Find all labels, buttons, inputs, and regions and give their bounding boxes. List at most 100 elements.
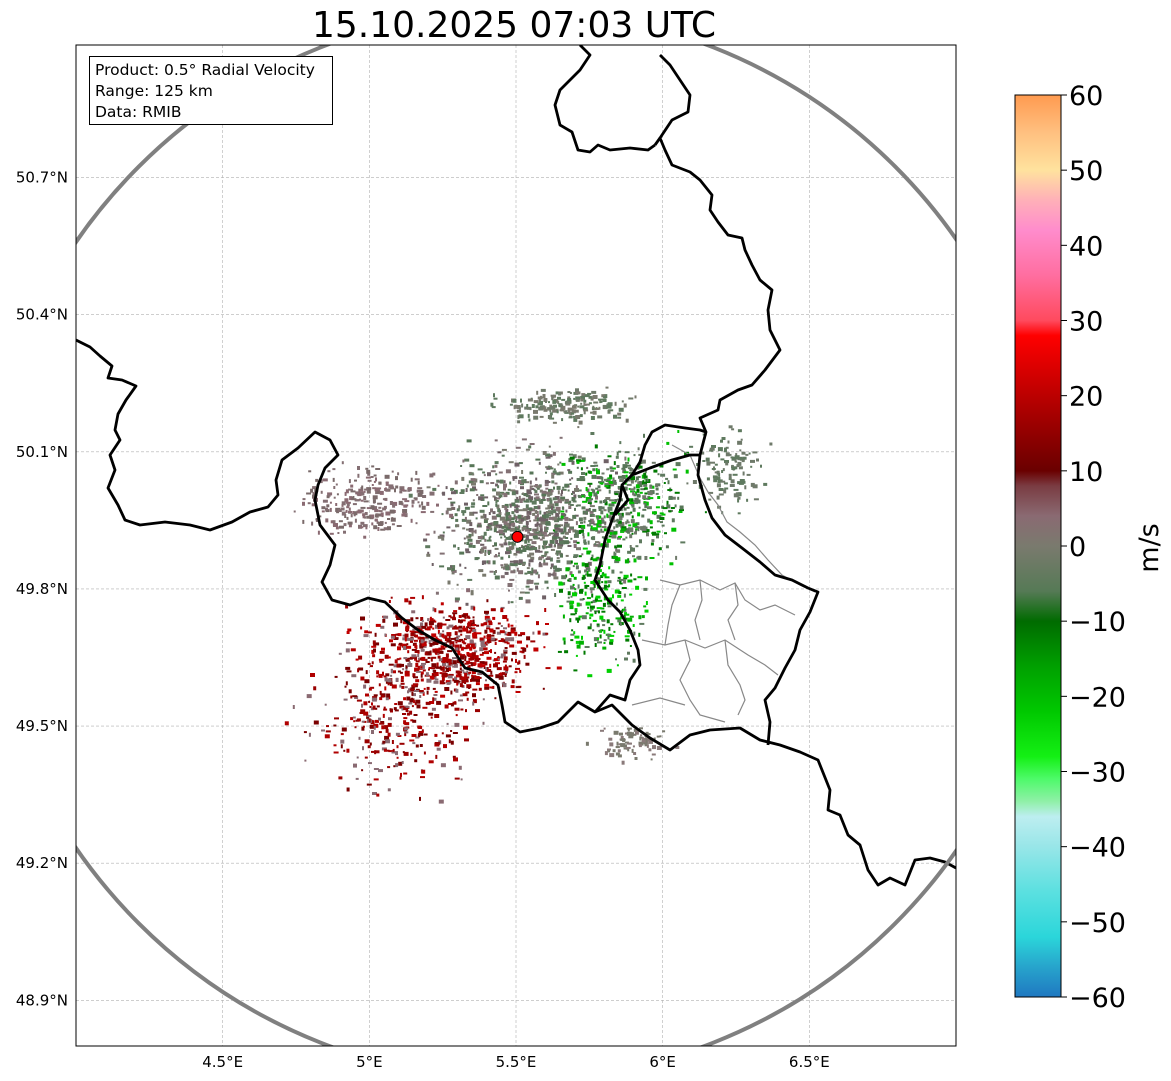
map-panel[interactable] — [0, 10, 1052, 1080]
echo-pixel — [497, 508, 501, 513]
echo-pixel — [603, 639, 607, 642]
echo-pixel — [642, 480, 645, 483]
echo-pixel — [614, 560, 620, 564]
echo-pixel — [360, 526, 364, 529]
echo-pixel — [575, 654, 578, 657]
echo-pixel — [494, 542, 497, 547]
echo-pixel — [517, 420, 521, 424]
echo-pixel — [375, 750, 380, 754]
echo-pixel — [469, 542, 473, 545]
echo-pixel — [601, 472, 605, 475]
echo-pixel — [581, 495, 585, 498]
echo-pixel — [519, 591, 525, 594]
echo-pixel — [598, 398, 603, 401]
echo-pixel — [426, 686, 430, 690]
echo-pixel — [588, 508, 591, 511]
echo-pixel — [637, 576, 643, 579]
radar-site-marker[interactable] — [511, 530, 524, 543]
echo-pixel — [384, 488, 387, 491]
echo-pixel — [643, 605, 647, 608]
echo-pixel — [432, 697, 435, 702]
echo-pixel — [568, 518, 571, 522]
echo-pixel — [399, 671, 403, 674]
echo-pixel — [358, 655, 363, 660]
echo-pixel — [401, 489, 405, 491]
echo-pixel — [737, 429, 742, 433]
echo-pixel — [505, 523, 511, 527]
echo-pixel — [500, 536, 503, 539]
echo-pixel — [702, 460, 706, 462]
echo-pixel — [434, 742, 440, 745]
echo-pixel — [348, 479, 351, 484]
echo-pixel — [427, 656, 431, 659]
echo-pixel — [620, 743, 626, 748]
echo-pixel — [501, 682, 505, 685]
echo-pixel — [649, 484, 653, 489]
echo-pixel — [608, 409, 614, 412]
echo-pixel — [733, 493, 739, 498]
echo-pixel — [642, 481, 647, 485]
echo-pixel — [618, 535, 622, 538]
echo-pixel — [592, 508, 597, 512]
echo-pixel — [630, 573, 633, 577]
echo-pixel — [587, 482, 593, 485]
echo-pixel — [744, 485, 747, 490]
echo-pixel — [629, 615, 634, 618]
echo-pixel — [495, 554, 497, 556]
echo-pixel — [476, 624, 480, 627]
echo-pixel — [645, 601, 648, 605]
echo-pixel — [608, 597, 612, 600]
echo-pixel — [728, 425, 733, 429]
echo-pixel — [593, 637, 599, 642]
echo-pixel — [442, 647, 446, 650]
echo-pixel — [542, 687, 545, 690]
echo-pixel — [420, 678, 424, 682]
echo-pixel — [560, 515, 564, 519]
echo-pixel — [546, 481, 551, 483]
echo-pixel — [406, 623, 409, 627]
echo-pixel — [530, 640, 536, 643]
echo-pixel — [656, 746, 662, 750]
echo-pixel — [488, 674, 494, 677]
echo-pixel — [606, 601, 611, 605]
echo-pixel — [740, 438, 743, 441]
echo-pixel — [307, 502, 311, 505]
echo-pixel — [480, 623, 484, 627]
echo-pixel — [363, 500, 369, 503]
echo-pixel — [336, 493, 339, 496]
echo-pixel — [462, 693, 468, 697]
echo-pixel — [366, 487, 372, 491]
echo-pixel — [438, 639, 442, 642]
echo-pixel — [471, 662, 474, 667]
echo-pixel — [490, 670, 493, 675]
echo-pixel — [514, 462, 520, 467]
echo-pixel — [625, 528, 629, 533]
echo-pixel — [460, 778, 463, 781]
echo-pixel — [590, 590, 593, 594]
echo-pixel — [409, 688, 415, 691]
echo-pixel — [621, 400, 624, 403]
echo-pixel — [504, 571, 509, 575]
echo-pixel — [447, 567, 451, 571]
echo-pixel — [585, 508, 590, 512]
echo-pixel — [418, 726, 423, 729]
echo-pixel — [599, 634, 602, 639]
echo-pixel — [413, 639, 418, 642]
echo-pixel — [533, 506, 538, 509]
echo-pixel — [593, 401, 599, 404]
echo-pixel — [581, 576, 585, 580]
echo-pixel — [411, 734, 417, 737]
echo-pixel — [571, 460, 575, 465]
echo-pixel — [632, 624, 635, 627]
echo-pixel — [554, 482, 558, 485]
echo-pixel — [614, 490, 620, 493]
echo-pixel — [446, 640, 450, 643]
echo-pixel — [363, 496, 367, 500]
echo-pixel — [545, 466, 551, 469]
echo-pixel — [606, 619, 610, 624]
echo-pixel — [574, 612, 577, 615]
echo-pixel — [587, 674, 593, 678]
echo-pixel — [528, 507, 533, 511]
echo-pixel — [390, 486, 395, 490]
echo-pixel — [561, 490, 563, 494]
